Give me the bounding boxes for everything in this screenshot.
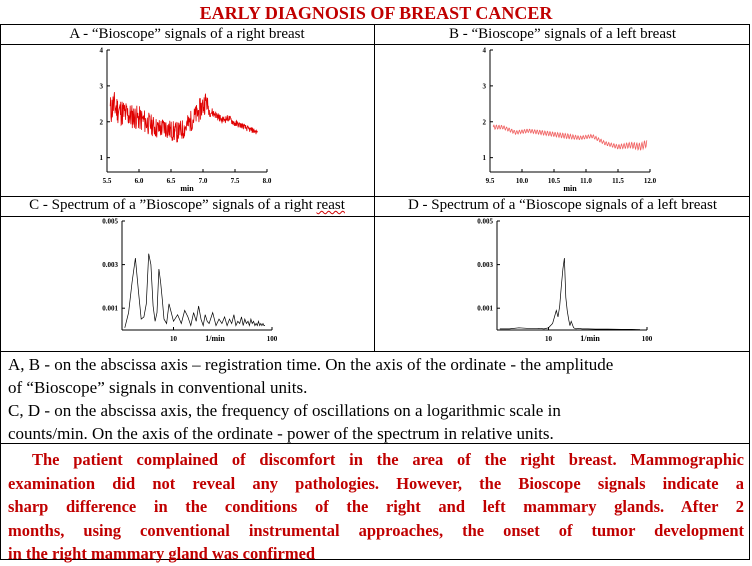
y-tick-label: 2: [483, 118, 487, 126]
chart-b: 1 2 3 4 9.5 10.0 10.5 11.0 11.5 12.0 min: [465, 46, 665, 192]
spectrum-line: [124, 253, 265, 328]
chart-d-svg: 0.001 0.003 0.005 10 100 1/min: [477, 218, 653, 342]
x-axis-label: 1/min: [580, 334, 600, 341]
row-divider: [1, 44, 749, 45]
y-tick-label: 0.005: [102, 218, 118, 226]
x-tick-label: 6.0: [135, 177, 144, 185]
y-tick-label: 2: [100, 118, 104, 126]
y-tick-label: 3: [100, 82, 104, 90]
signal-line: [492, 124, 648, 151]
note-line-3: C, D - on the abscissa axis, the frequen…: [8, 401, 561, 420]
x-tick-label: 11.5: [612, 177, 624, 185]
chart-d: 0.001 0.003 0.005 10 100 1/min: [462, 213, 662, 342]
x-tick-label: 100: [267, 335, 278, 341]
signal-line: [109, 92, 258, 143]
note-line-1: A, B - on the abscissa axis – registrati…: [8, 355, 614, 374]
x-tick-label: 9.5: [486, 177, 495, 185]
caption-c: C - Spectrum of a ”Bioscope” signals of …: [0, 196, 374, 214]
y-tick-label: 0.005: [477, 218, 493, 226]
row-divider: [1, 196, 749, 197]
conclusion-text: The patient complained of discomfort in …: [8, 448, 744, 566]
x-tick-label: 10.5: [548, 177, 561, 185]
y-tick-label: 0.003: [102, 261, 118, 269]
conclusion-line: sharp difference in the conditions of th…: [8, 497, 744, 516]
caption-c-text: C - Spectrum of a ”Bioscope” signals of …: [29, 197, 317, 213]
chart-a: 1 2 3 4 5.5 6.0 6.5 7.0 7.5 8.0 min: [85, 46, 285, 192]
figure-table: [0, 24, 750, 560]
x-tick-label: 5.5: [103, 177, 112, 185]
x-tick-label: 7.5: [231, 177, 240, 185]
caption-c-typo: reast: [316, 197, 345, 213]
x-axis-label: min: [180, 184, 194, 191]
row-divider: [1, 216, 749, 217]
caption-d: D - Spectrum of a “Bioscope signals of a…: [407, 197, 718, 213]
page-title: EARLY DIAGNOSIS OF BREAST CANCER: [199, 3, 553, 23]
conclusion-line: The patient complained of discomfort in …: [32, 450, 744, 469]
y-tick-label: 3: [483, 82, 487, 90]
x-tick-label: 12.0: [644, 177, 657, 185]
y-tick-label: 0.003: [477, 261, 493, 269]
conclusion-line: in the right mammary gland was confirmed: [8, 544, 316, 563]
row-divider: [1, 351, 749, 352]
x-tick-label: 8.0: [263, 177, 272, 185]
y-tick-label: 0.001: [477, 305, 493, 313]
caption-a: A - “Bioscope” signals of a right breast: [69, 26, 305, 42]
row-divider: [1, 443, 749, 444]
y-tick-label: 4: [483, 47, 487, 55]
note-line-4: counts/min. On the axis of the ordinate …: [8, 424, 554, 443]
y-tick-label: 0.001: [102, 305, 118, 313]
spectrum-line: [499, 258, 641, 330]
x-tick-label: 6.5: [167, 177, 176, 185]
x-tick-label: 100: [642, 335, 653, 341]
y-tick-label: 4: [100, 47, 104, 55]
chart-c: 0.001 0.003 0.005 10 100 1/min: [85, 213, 285, 342]
note-line-2: of “Bioscope” signals in conventional un…: [8, 378, 308, 397]
chart-b-svg: 1 2 3 4 9.5 10.0 10.5 11.0 11.5 12.0 min: [483, 47, 657, 192]
x-tick-label: 10: [170, 335, 178, 341]
chart-c-svg: 0.001 0.003 0.005 10 100 1/min: [102, 218, 278, 342]
conclusion-line: months, using conventional instrumental …: [8, 520, 744, 540]
x-tick-label: 7.0: [199, 177, 208, 185]
x-tick-label: 10: [545, 335, 553, 341]
y-tick-label: 1: [100, 154, 104, 162]
x-axis-label: min: [563, 184, 577, 191]
caption-b: B - “Bioscope” signals of a left breast: [448, 26, 676, 42]
x-tick-label: 10.0: [516, 177, 529, 185]
x-tick-label: 11.0: [580, 177, 592, 185]
x-axis-label: 1/min: [205, 334, 225, 341]
chart-a-svg: 1 2 3 4 5.5 6.0 6.5 7.0 7.5 8.0 min: [100, 47, 272, 192]
y-tick-label: 1: [483, 154, 487, 162]
conclusion-line: examination did not reveal any pathologi…: [8, 473, 744, 493]
column-divider: [374, 25, 375, 351]
